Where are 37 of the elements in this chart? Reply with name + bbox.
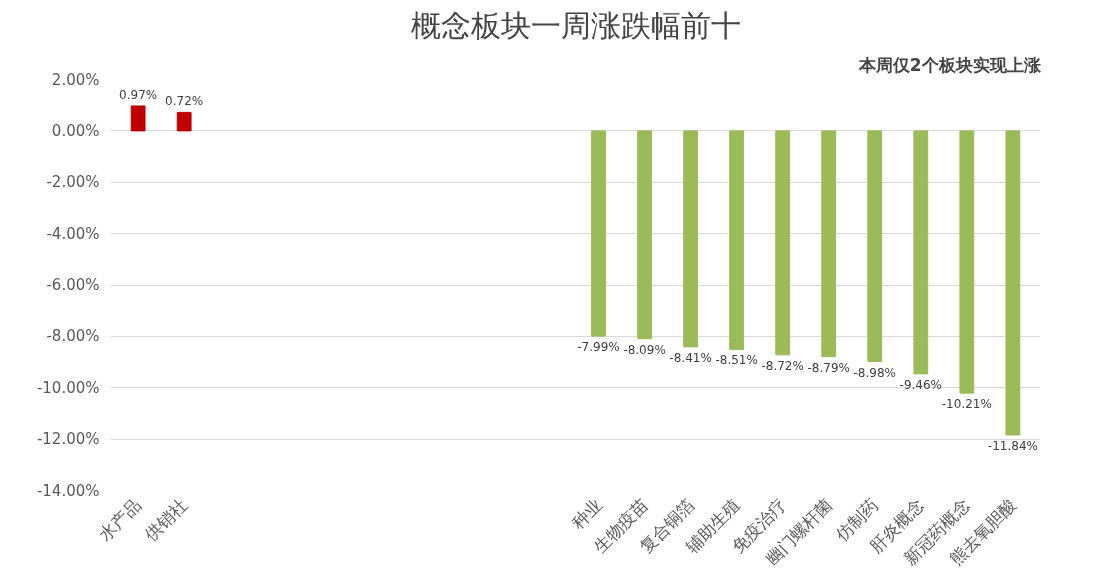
- data-label: -8.72%: [761, 358, 804, 373]
- bar: [729, 130, 745, 350]
- data-label: 0.97%: [119, 87, 158, 102]
- chart-title: 概念板块一周涨跌幅前十: [410, 7, 741, 43]
- data-label: -8.79%: [807, 360, 850, 375]
- bar: [775, 130, 791, 356]
- text: 本周仅2个板块实现上涨: [857, 54, 1042, 75]
- bar: [913, 130, 929, 375]
- y-tick-label: -6.00%: [46, 276, 100, 294]
- bar: [683, 130, 698, 348]
- y-tick-label: -2.00%: [46, 173, 100, 192]
- y-tick-label: 0.00%: [51, 121, 100, 140]
- data-label: -8.09%: [623, 342, 666, 357]
- bar: [821, 130, 837, 358]
- y-tick-label: -10.00%: [36, 378, 100, 397]
- data-label: -11.84%: [987, 439, 1038, 454]
- data-label: 0.72%: [165, 94, 204, 109]
- y-tick-label: -8.00%: [46, 327, 100, 346]
- y-tick-label: -14.00%: [36, 481, 100, 500]
- data-label: -7.99%: [577, 340, 620, 355]
- data-label: -10.21%: [941, 397, 992, 412]
- y-tick-label: -12.00%: [36, 430, 100, 449]
- x-tick-label: 种业: [567, 494, 606, 533]
- bar: [959, 130, 975, 394]
- bar: [1005, 130, 1021, 436]
- data-label: -8.51%: [715, 353, 758, 368]
- bar: [176, 111, 192, 132]
- y-tick-label: 2.00%: [51, 70, 100, 89]
- x-tick-label: 供销社: [141, 494, 192, 545]
- data-label: -8.98%: [853, 365, 896, 380]
- data-label: -9.46%: [899, 377, 943, 392]
- bar: [591, 130, 606, 337]
- bar: [867, 130, 883, 363]
- bar: [637, 130, 652, 340]
- y-tick-label: -4.00%: [46, 224, 100, 243]
- data-label: -8.41%: [669, 350, 712, 365]
- bar: [130, 105, 146, 132]
